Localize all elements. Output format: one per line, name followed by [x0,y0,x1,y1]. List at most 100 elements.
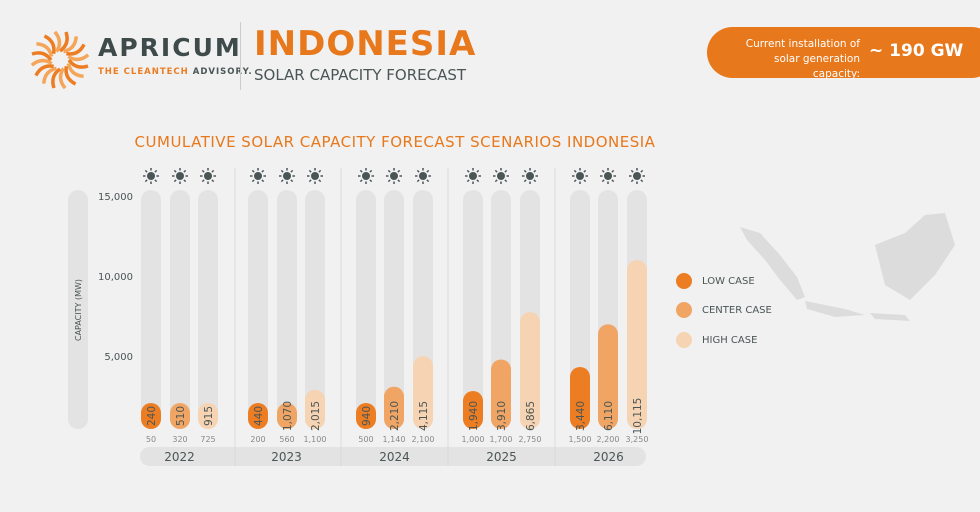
sun-icon [307,168,323,184]
legend-center: CENTER CASE [676,302,772,318]
lower-value-label: 1,140 [383,435,406,444]
lower-value-label: 1,700 [490,435,513,444]
bar [248,403,268,429]
bar-track [170,190,190,429]
logo-swirl-blade [31,51,53,62]
logo-swirl-blade [58,67,67,90]
bar-track [248,190,268,429]
sun-icon [172,168,188,184]
bar [198,403,218,429]
lower-value-label: 320 [172,435,187,444]
bar [277,403,297,429]
bar [305,389,325,429]
lower-value-label: 2,100 [412,435,435,444]
bar-value-label: 4,115 [418,401,430,431]
sun-icon [200,168,216,184]
lower-value-label: 50 [146,435,156,444]
sun-icon [465,168,481,184]
badge-value: ~ 190 GW [869,41,964,61]
apricum-logo-icon [30,30,90,90]
logo-swirl-blade [41,66,58,84]
year-band [140,447,646,466]
sun-icon [250,168,266,184]
bar-value-label: 440 [253,406,265,426]
page-title: INDONESIA [254,24,477,64]
bar-value-label: 3,910 [496,401,508,431]
bar [356,403,376,429]
lower-value-label: 1,000 [462,435,485,444]
lower-value-label: 2,200 [597,435,620,444]
bar-track [384,190,404,429]
tagline-orange: THE CLEANTECH [98,67,189,77]
y-axis-label: CAPACITY (MW) [74,279,83,341]
bar-track [305,190,325,429]
bar [141,403,161,429]
bar-value-label: 940 [361,406,373,426]
x-category-label: 2022 [164,450,195,464]
sun-icon [386,168,402,184]
bar-value-label: 915 [203,406,215,426]
sun-icon [143,168,159,184]
legend-high: HIGH CASE [676,332,757,348]
x-category-label: 2026 [593,450,624,464]
logo-swirl-blade [67,58,89,69]
logo-swirl-blade [51,67,62,89]
bar [463,390,483,429]
x-category-label: 2025 [486,450,517,464]
legend-swatch [676,332,692,348]
page-subtitle: SOLAR CAPACITY FORECAST [254,66,467,84]
legend-label: CENTER CASE [702,305,772,316]
lower-value-label: 725 [200,435,215,444]
logo-swirl-blade [64,66,77,86]
sun-icon [600,168,616,184]
lower-value-label: 3,250 [626,435,649,444]
bar [570,366,590,429]
legend-swatch [676,302,692,318]
bar-value-label: 10,115 [632,398,644,435]
bar [520,312,540,429]
bar-value-label: 2,210 [389,401,401,431]
logo-swirl-blade [34,64,54,77]
header-divider [240,22,241,90]
tagline-gray: ADVISORY. [192,67,253,77]
sun-icon [358,168,374,184]
sun-icon [572,168,588,184]
legend-label: LOW CASE [702,276,755,287]
y-tick-label: 5,000 [104,352,133,363]
bar-value-label: 240 [146,406,158,426]
y-tick-label: 10,000 [98,272,133,283]
sun-icon [629,168,645,184]
logo-swirl-blade [53,30,62,53]
logo-swirl-blade [62,36,79,54]
bar-value-label: 3,440 [575,401,587,431]
sun-icon [279,168,295,184]
indonesia-map-icon [740,213,955,321]
bar [413,356,433,429]
logo-swirl-blade [67,53,90,62]
lower-value-label: 200 [250,435,265,444]
logo-swirl-blade [58,31,69,53]
lower-value-label: 1,500 [569,435,592,444]
bar-value-label: 6,865 [525,401,537,431]
bar [598,324,618,429]
y-axis-track [68,190,88,429]
lower-value-label: 2,750 [519,435,542,444]
legend-label: HIGH CASE [702,335,758,346]
lower-value-label: 1,100 [304,435,327,444]
sun-icon [415,168,431,184]
bar [170,403,190,429]
bar-value-label: 2,015 [310,401,322,431]
bar [384,386,404,429]
logo-swirl-blade [66,62,84,79]
bar-value-label: 1,940 [468,401,480,431]
chart-title: CUMULATIVE SOLAR CAPACITY FORECAST SCENA… [134,133,656,151]
bar [491,359,511,429]
legend-swatch [676,273,692,289]
sun-icon [522,168,538,184]
legend-low: LOW CASE [676,273,755,289]
x-category-label: 2023 [271,450,302,464]
bar-value-label: 1,070 [282,401,294,431]
logo-swirl-blade [66,43,86,56]
logo-tagline: THE CLEANTECH ADVISORY. [98,67,253,77]
